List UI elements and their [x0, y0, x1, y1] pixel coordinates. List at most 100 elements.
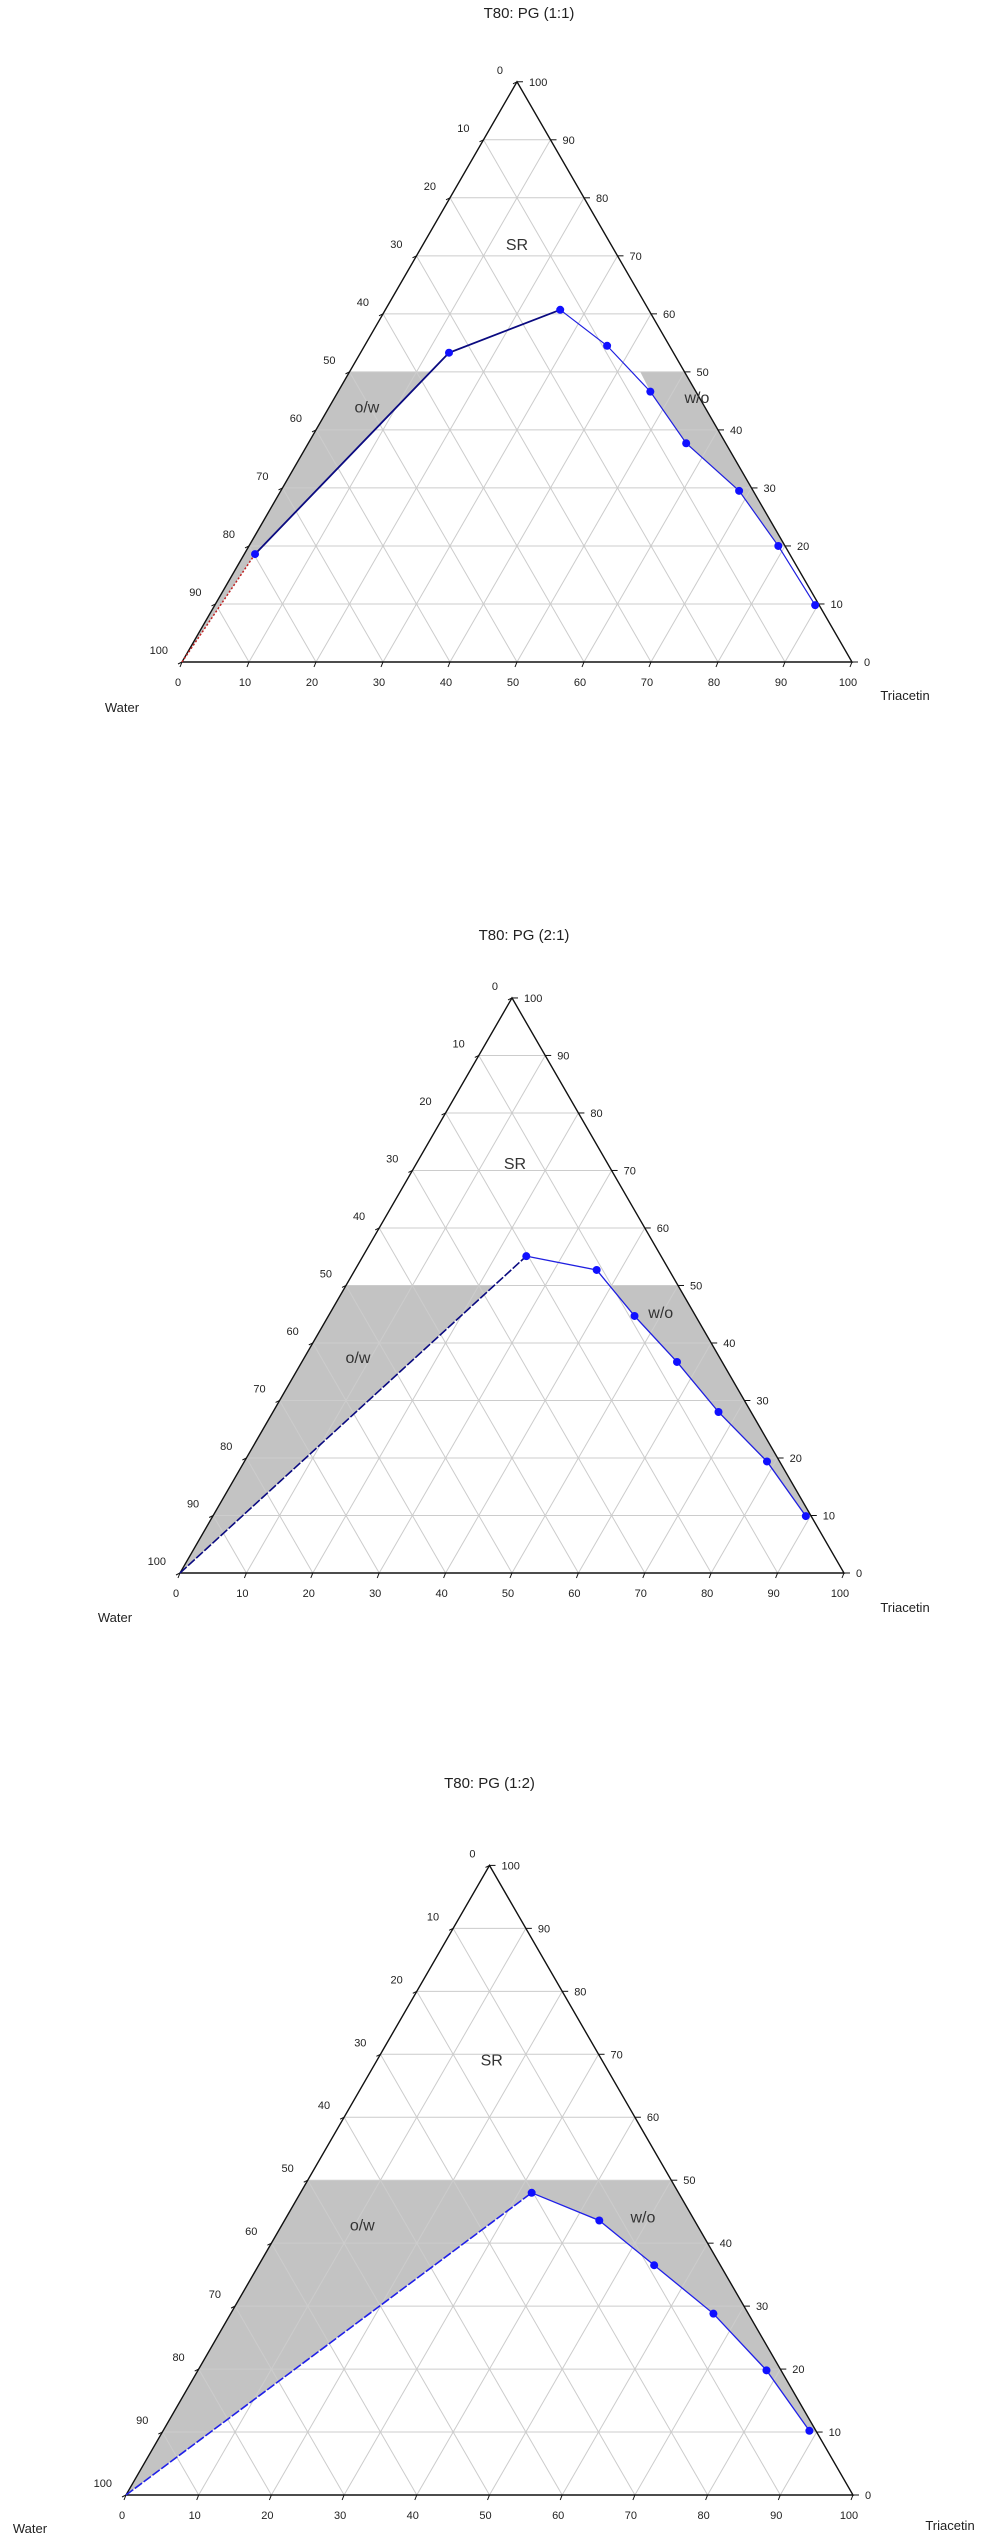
tick-mark: [777, 2494, 781, 2501]
bottom-axis-tick-label: 60: [552, 2510, 564, 2522]
chart-title: T80: PG (2:1): [479, 927, 570, 944]
region-label-ow: o/w: [354, 400, 379, 417]
data-point: [603, 341, 612, 350]
right-axis-tick-label: 0: [865, 2490, 871, 2502]
grid-line: [717, 545, 786, 663]
tick-mark: [194, 2368, 199, 2372]
right-axis-tick-label: 60: [663, 309, 675, 321]
left-axis-tick-label: 100: [94, 2478, 112, 2490]
grid-line: [516, 371, 685, 663]
tick-mark: [308, 1342, 314, 1346]
left-axis-tick-label: 60: [287, 1326, 299, 1338]
ternary-chart-2: T80: PG (2:1) 0 0 0 10 10 10 20 20 20 30 30 30 40 40 40…: [98, 927, 930, 1625]
tick-mark: [246, 661, 250, 668]
left-axis-tick-label: 100: [148, 1556, 166, 1568]
tick-mark: [268, 2494, 272, 2501]
right-axis-tick-label: 80: [590, 1108, 602, 1120]
red-dotted-line: [181, 553, 256, 663]
tick-mark: [230, 2305, 236, 2309]
region-label-wo: w/o: [629, 2210, 655, 2227]
left-axis-tick-label: 50: [282, 2163, 294, 2175]
tick-mark: [509, 1572, 513, 1579]
left-axis-tick-label: 70: [253, 1383, 265, 1395]
tick-mark: [642, 1572, 646, 1579]
tick-mark: [782, 661, 786, 668]
grid-line: [345, 1285, 513, 1574]
tick-mark: [559, 2494, 563, 2501]
tick-mark: [267, 2242, 272, 2246]
bottom-axis-tick-label: 80: [708, 677, 720, 689]
ternary-chart-1: T80: PG (1:1) 0 0 0 10 10 10 20 20 20 30 30 30 40 40 40…: [105, 5, 930, 715]
corner-label-water: Water: [13, 2521, 48, 2536]
right-axis-tick-label: 100: [524, 993, 542, 1005]
tick-mark: [208, 1515, 214, 1518]
data-point: [774, 541, 783, 550]
right-axis-tick-label: 30: [756, 1395, 768, 1407]
tick-mark: [775, 1572, 779, 1579]
left-axis-tick-label: 30: [390, 239, 402, 251]
data-point: [762, 2366, 771, 2375]
left-axis-tick-label: 20: [391, 1974, 403, 1986]
bottom-axis-tick-label: 30: [373, 677, 385, 689]
tick-mark: [448, 1927, 454, 1931]
bottom-axis-tick-label: 70: [625, 2510, 637, 2522]
right-axis-tick-label: 90: [557, 1050, 569, 1062]
region-label-ow: o/w: [345, 1350, 370, 1367]
grid-line: [416, 255, 652, 663]
right-axis-tick-label: 50: [697, 367, 709, 379]
tick-mark: [123, 2494, 127, 2501]
grid-line: [777, 1515, 812, 1574]
tick-mark: [708, 1572, 712, 1579]
tick-mark: [341, 1285, 347, 1288]
right-axis-tick-label: 30: [756, 2301, 768, 2313]
left-axis-tick-label: 90: [189, 587, 201, 599]
tick-mark: [380, 661, 384, 668]
left-axis-tick-label: 50: [323, 355, 335, 367]
tick-mark: [705, 2494, 709, 2501]
bottom-axis-tick-label: 20: [306, 677, 318, 689]
grid-line: [245, 1457, 314, 1574]
region-label-ow: o/w: [350, 2217, 375, 2234]
bottom-axis-tick-label: 30: [369, 1588, 381, 1600]
left-axis-tick-label: 60: [245, 2226, 257, 2238]
grid-line: [707, 2368, 781, 2496]
grid-line: [644, 1400, 745, 1574]
data-point: [709, 2309, 718, 2318]
right-axis-tick-label: 50: [690, 1280, 702, 1292]
tick-mark: [485, 1864, 490, 1868]
left-axis-tick-label: 10: [453, 1038, 465, 1050]
tick-mark: [514, 661, 518, 668]
right-axis-tick-label: 100: [529, 77, 547, 89]
right-axis-tick-label: 50: [683, 2175, 695, 2187]
grid-line: [478, 1055, 779, 1574]
tick-mark: [313, 661, 317, 668]
bottom-axis-tick-label: 70: [635, 1588, 647, 1600]
bottom-axis-tick-label: 50: [479, 2510, 491, 2522]
left-axis-tick-label: 80: [220, 1441, 232, 1453]
right-axis-tick-label: 40: [730, 425, 742, 437]
grid-line: [511, 1285, 679, 1574]
grid-line: [270, 2242, 418, 2496]
tick-mark: [512, 81, 518, 85]
region-label-wo: w/o: [647, 1305, 673, 1322]
bottom-axis-tick-label: 40: [435, 1588, 447, 1600]
bottom-axis-tick-label: 90: [775, 677, 787, 689]
grid-line: [779, 2431, 818, 2496]
grid-line: [282, 487, 384, 663]
data-point: [650, 2261, 659, 2270]
data-point: [714, 1407, 723, 1416]
bottom-axis-tick-label: 70: [641, 677, 653, 689]
grid-line: [561, 2242, 709, 2496]
grid-line: [248, 545, 317, 663]
right-axis-tick-label: 90: [538, 1923, 550, 1935]
tick-mark: [474, 1055, 480, 1058]
left-axis-tick-label: 70: [209, 2289, 221, 2301]
bottom-axis-tick-label: 100: [840, 2510, 858, 2522]
right-axis-tick-label: 30: [764, 483, 776, 495]
tick-mark: [378, 313, 384, 317]
tick-mark: [632, 2494, 636, 2501]
tick-mark: [121, 2494, 127, 2498]
grid-line: [634, 2305, 745, 2496]
corner-label-triacetin: Triacetin: [880, 1600, 929, 1615]
right-axis-tick-label: 20: [792, 2364, 804, 2376]
